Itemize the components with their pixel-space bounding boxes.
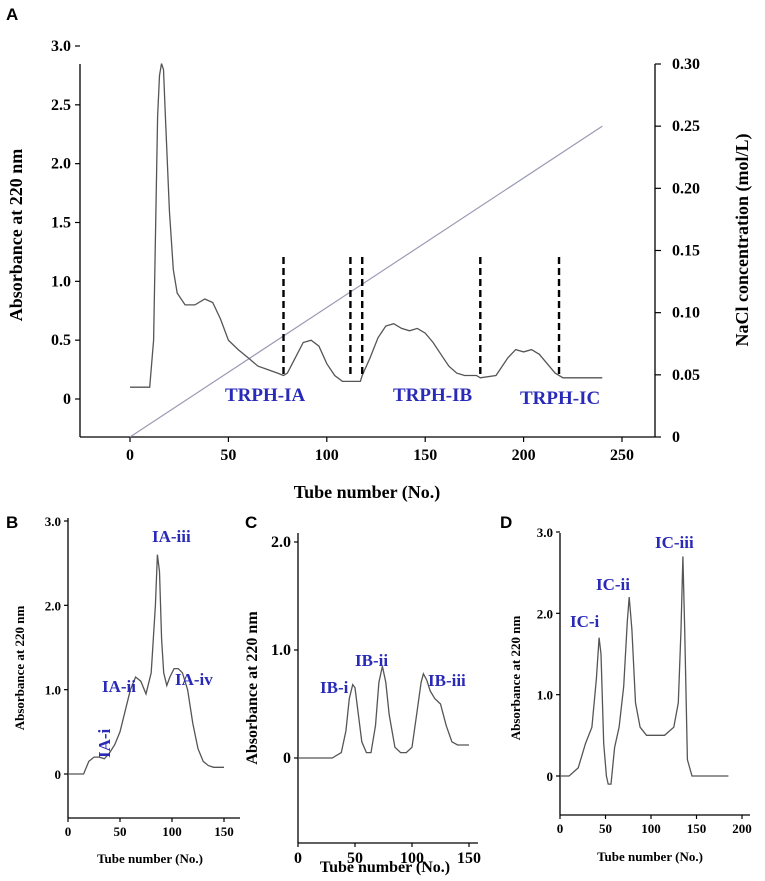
panel-c-label: C	[245, 513, 257, 532]
panel-a-y2-tick-label: 0.10	[672, 305, 700, 322]
panel-b-x-label: Tube number (No.)	[97, 851, 203, 866]
panel-c-y-tick-label: 0	[283, 750, 291, 767]
panel-c-y-label: Absorbance at 220 nm	[244, 611, 261, 765]
panel-c-x-tick-label: 100	[400, 850, 424, 867]
panel-a-y2-tick-label: 0.25	[672, 118, 700, 135]
peak-label-ic-i: IC-i	[570, 612, 600, 631]
panel-a-x-tick-label: 50	[220, 447, 236, 464]
panel-a-y-tick-label: 3.0	[51, 38, 71, 55]
panel-b-x-tick-label: 150	[214, 824, 234, 839]
panel-b-y-tick-label: 1.0	[45, 683, 61, 698]
panel-b-x-ticks: 0 50 100 150	[65, 818, 234, 839]
panel-a-y2-tick-label: 0.05	[672, 367, 700, 384]
peak-label-ia-iv: IA-iv	[175, 670, 213, 689]
panel-d-y-tick-label: 0	[547, 769, 554, 784]
panel-c-x-ticks: 0 50 100 150	[294, 843, 481, 867]
panel-b-y-tick-label: 0	[55, 767, 62, 782]
panel-a-y-tick-label: 0.5	[51, 332, 71, 349]
panel-a-y-label: Absorbance at 220 nm	[6, 149, 26, 322]
peak-label-ia-i: IA-i	[95, 728, 114, 758]
fraction-label-trph-ib: TRPH-IB	[393, 385, 473, 406]
panel-a-y2-tick-label: 0.15	[672, 243, 700, 260]
fraction-label-trph-ic: TRPH-IC	[520, 388, 600, 409]
panel-d-absorbance-line	[560, 556, 729, 785]
panel-c: C 0 50 100 150 0 1.0 2.0 IB-i IB-ii IB-iii Tu…	[244, 513, 481, 876]
panel-a-x-ticks: 0 50 100 150 200 250	[126, 437, 634, 464]
panel-d-x-tick-label: 100	[641, 821, 661, 836]
panel-a-y-ticks: 0 0.5 1.0 1.5 2.0 2.5 3.0	[51, 38, 80, 408]
panel-b-y-label: Absorbance at 220 nm	[12, 606, 27, 731]
panel-a-x-label: Tube number (No.)	[294, 482, 441, 503]
peak-label-ib-ii: IB-ii	[355, 651, 388, 670]
panel-a-fraction-cuts	[282, 257, 561, 378]
panel-a: A 0 50 100 150 200 250 00.51.01.52.02.53.0 00…	[6, 5, 753, 503]
panel-a-y-tick-label: 1.0	[51, 273, 71, 290]
panel-a-x-tick-label: 250	[610, 447, 634, 464]
panel-d-x-tick-label: 0	[557, 821, 564, 836]
panel-a-x-tick-label: 100	[315, 447, 339, 464]
peak-label-ia-iii: IA-iii	[152, 527, 191, 546]
fraction-label-trph-ia: TRPH-IA	[225, 385, 306, 406]
panel-b-y-tick-label: 2.0	[45, 598, 61, 613]
panel-d-y-tick-label: 1.0	[537, 688, 553, 703]
panel-a-y-tick-label: 1.5	[51, 215, 71, 232]
panel-a-absorbance-line	[130, 63, 603, 388]
panel-a-y-tick-label: 2.5	[51, 97, 71, 114]
panel-b-y-tick-label: 3.0	[45, 514, 61, 529]
nacl-gradient-line	[129, 125, 603, 438]
panel-c-x-tick-label: 150	[457, 850, 481, 867]
panel-a-x-tick-label: 150	[413, 447, 437, 464]
panel-a-y2-label: NaCl concentration (mol/L)	[732, 134, 753, 347]
panel-b-x-tick-label: 0	[65, 824, 72, 839]
panel-c-x-tick-label: 0	[294, 850, 302, 867]
panel-b: B 0 50 100 150 0 1.0 2.0 3.0 IA-i IA-ii IA-iii…	[6, 513, 240, 866]
peak-label-ib-iii: IB-iii	[428, 671, 466, 690]
peak-label-ia-ii: IA-ii	[102, 677, 136, 696]
panel-a-y-tick-label: 0	[63, 391, 71, 408]
panel-b-x-tick-label: 50	[114, 824, 127, 839]
panel-a-y2-ticks: 0 0.05 0.10 0.15 0.20 0.25 0.30	[655, 56, 700, 446]
panel-b-absorbance-line	[68, 554, 224, 775]
panel-a-x-tick-label: 0	[126, 447, 134, 464]
panel-d-x-tick-label: 200	[732, 821, 752, 836]
peak-label-ic-ii: IC-ii	[596, 575, 630, 594]
peak-label-ib-i: IB-i	[320, 678, 349, 697]
panel-b-y-ticks: 0 1.0 2.0 3.0	[45, 514, 68, 782]
panel-d-label: D	[500, 513, 512, 532]
panel-d-y-tick-label: 3.0	[537, 525, 553, 540]
peak-label-ic-iii: IC-iii	[655, 533, 694, 552]
panel-c-y-tick-label: 2.0	[271, 534, 291, 551]
panel-c-y-ticks: 0 1.0 2.0	[271, 534, 298, 767]
panel-c-x-label: Tube number (No.)	[320, 859, 450, 876]
panel-d-y-label: Absorbance at 220 nm	[508, 616, 523, 741]
panel-b-x-tick-label: 100	[162, 824, 182, 839]
panel-a-y2-tick-label: 0.30	[672, 56, 700, 73]
panel-d-y-tick-label: 2.0	[537, 606, 553, 621]
panel-b-label: B	[6, 513, 18, 532]
panel-a-y-tick-label: 2.0	[51, 156, 71, 173]
panel-c-absorbance-line	[298, 666, 469, 759]
panel-d-x-label: Tube number (No.)	[597, 849, 703, 864]
panel-d-x-tick-label: 50	[599, 821, 612, 836]
panel-d-x-tick-label: 150	[687, 821, 707, 836]
panel-c-x-tick-label: 50	[347, 850, 363, 867]
panel-d: D 0 50 100 150 200 0 1.0 2.0 3.0 IC-i IC-ii IC-…	[500, 513, 752, 864]
panel-a-y2-tick-label: 0.20	[672, 180, 700, 197]
panel-a-label: A	[6, 5, 18, 24]
panel-d-x-ticks: 0 50 100 150 200	[557, 815, 752, 836]
panel-d-y-ticks: 0 1.0 2.0 3.0	[537, 525, 560, 784]
panel-a-y2-tick-label: 0	[672, 429, 680, 446]
panel-c-y-tick-label: 1.0	[271, 642, 291, 659]
panel-a-x-tick-label: 200	[512, 447, 536, 464]
